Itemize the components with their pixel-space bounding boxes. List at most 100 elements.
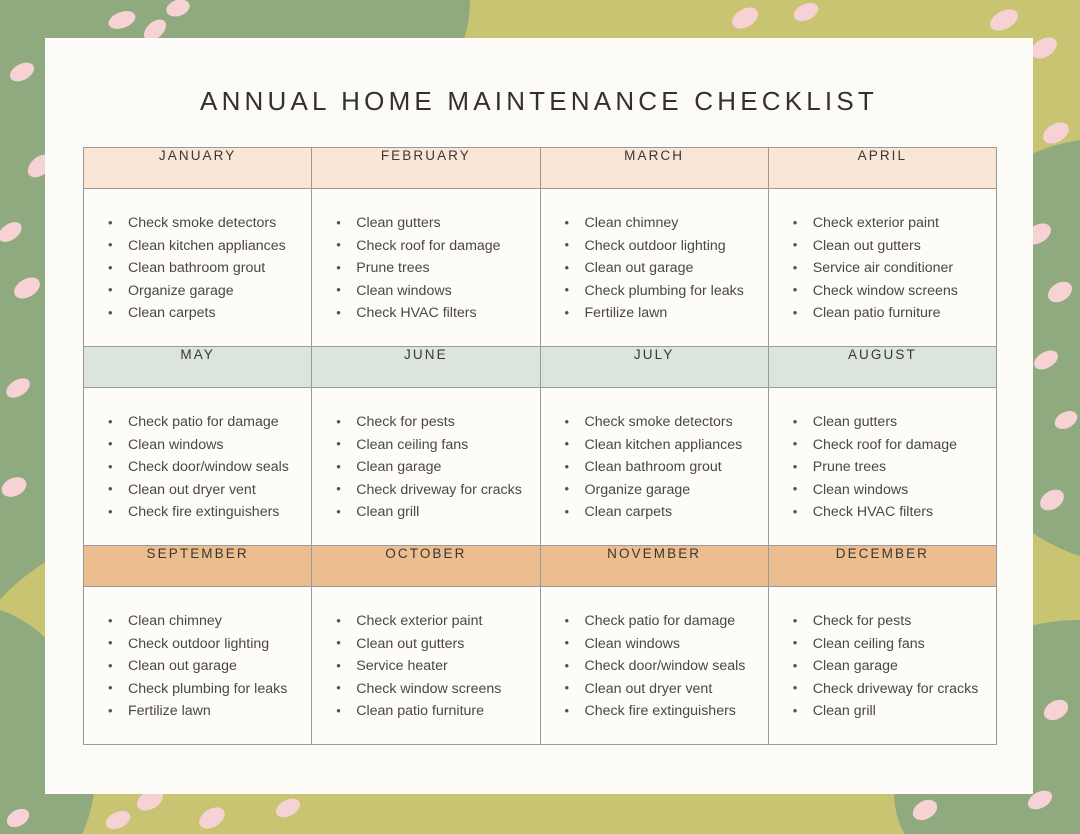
task-item[interactable]: Clean windows [334, 279, 529, 303]
task-item[interactable]: Clean gutters [791, 411, 986, 434]
task-item[interactable]: Clean out garage [106, 655, 301, 678]
task-item[interactable]: Clean kitchen appliances [106, 234, 301, 258]
task-item[interactable]: Check fire extinguishers [563, 700, 758, 723]
task-item[interactable]: Clean patio furniture [334, 700, 529, 723]
task-item[interactable]: Clean ceiling fans [334, 433, 529, 457]
month-header-july[interactable]: JULY [539, 346, 769, 388]
checklist-card: ANNUAL HOME MAINTENANCE CHECKLIST JANUAR… [45, 38, 1033, 794]
task-item[interactable]: Clean out gutters [334, 632, 529, 656]
task-item[interactable]: Check exterior paint [791, 212, 986, 235]
task-item[interactable]: Check smoke detectors [563, 411, 758, 434]
task-item[interactable]: Check for pests [334, 411, 529, 434]
task-item[interactable]: Check plumbing for leaks [106, 677, 301, 701]
month-header-november[interactable]: NOVEMBER [539, 545, 769, 587]
task-item[interactable]: Clean windows [791, 478, 986, 502]
month-tasks-row: Check smoke detectorsClean kitchen appli… [82, 188, 998, 347]
task-item[interactable]: Clean grill [791, 700, 986, 723]
task-item[interactable]: Clean garage [791, 655, 986, 678]
task-item[interactable]: Check door/window seals [106, 456, 301, 479]
task-list: Clean gutters Check roof for damagePrune… [791, 411, 986, 524]
month-tasks-row: Clean chimney Check outdoor lightingClea… [82, 586, 998, 745]
task-item[interactable]: Clean gutters [334, 212, 529, 235]
task-item[interactable]: Clean out dryer vent [106, 478, 301, 502]
month-header-row: MAY JUNE JULY AUGUST [82, 346, 998, 388]
task-item[interactable]: Clean bathroom grout [106, 257, 301, 280]
task-item[interactable]: Fertilize lawn [563, 302, 758, 325]
task-item[interactable]: Fertilize lawn [106, 700, 301, 723]
task-list: Check smoke detectorsClean kitchen appli… [106, 212, 301, 325]
task-item[interactable]: Check exterior paint [334, 610, 529, 633]
task-cell-march: Clean chimneyCheck outdoor lightingClean… [539, 188, 769, 347]
month-header-september[interactable]: SEPTEMBER [82, 545, 313, 587]
task-item[interactable]: Clean windows [563, 632, 758, 656]
task-item[interactable]: Prune trees [334, 257, 529, 280]
task-item[interactable]: Service heater [334, 655, 529, 678]
month-header-august[interactable]: AUGUST [767, 346, 998, 388]
task-item[interactable]: Check plumbing for leaks [563, 279, 758, 303]
task-cell-december: Check for pests Clean ceiling fansClean … [767, 586, 998, 745]
task-item[interactable]: Prune trees [791, 456, 986, 479]
task-item[interactable]: Clean patio furniture [791, 302, 986, 325]
task-item[interactable]: Check driveway for cracks [791, 677, 986, 701]
month-header-october[interactable]: OCTOBER [311, 545, 541, 587]
task-list: Check exterior paint Clean out guttersSe… [791, 212, 986, 325]
task-item[interactable]: Clean kitchen appliances [563, 433, 758, 457]
month-header-may[interactable]: MAY [82, 346, 313, 388]
task-item[interactable]: Check driveway for cracks [334, 478, 529, 502]
task-item[interactable]: Clean ceiling fans [791, 632, 986, 656]
task-item[interactable]: Clean garage [334, 456, 529, 479]
task-list: Clean chimney Check outdoor lightingClea… [106, 610, 301, 723]
task-cell-august: Clean gutters Check roof for damagePrune… [767, 387, 998, 546]
month-header-row: SEPTEMBER OCTOBER NOVEMBER DECEMBER [82, 545, 998, 587]
task-cell-september: Clean chimney Check outdoor lightingClea… [82, 586, 313, 745]
task-item[interactable]: Clean bathroom grout [563, 456, 758, 479]
task-cell-february: Clean guttersCheck roof for damagePrune … [311, 188, 541, 347]
task-item[interactable]: Check HVAC filters [791, 501, 986, 524]
task-item[interactable]: Check window screens [791, 279, 986, 303]
task-item[interactable]: Clean carpets [106, 302, 301, 325]
task-item[interactable]: Clean windows [106, 433, 301, 457]
month-header-june[interactable]: JUNE [311, 346, 541, 388]
task-item[interactable]: Check smoke detectors [106, 212, 301, 235]
task-item[interactable]: Organize garage [563, 478, 758, 502]
task-cell-january: Check smoke detectorsClean kitchen appli… [82, 188, 313, 347]
task-cell-october: Check exterior paint Clean out guttersSe… [311, 586, 541, 745]
task-item[interactable]: Check fire extinguishers [106, 501, 301, 524]
task-item[interactable]: Organize garage [106, 279, 301, 303]
task-item[interactable]: Check door/window seals [563, 655, 758, 678]
task-item[interactable]: Clean chimney [106, 610, 301, 633]
month-header-january[interactable]: JANUARY [82, 147, 313, 189]
task-cell-may: Check patio for damage Clean windowsChec… [82, 387, 313, 546]
month-header-april[interactable]: APRIL [767, 147, 998, 189]
task-item[interactable]: Clean grill [334, 501, 529, 524]
task-item[interactable]: Clean chimney [563, 212, 758, 235]
page-title: ANNUAL HOME MAINTENANCE CHECKLIST [200, 86, 878, 116]
task-item[interactable]: Clean out dryer vent [563, 677, 758, 701]
task-item[interactable]: Check roof for damage [791, 433, 986, 457]
task-item[interactable]: Check outdoor lighting [563, 234, 758, 258]
task-cell-april: Check exterior paint Clean out guttersSe… [767, 188, 998, 347]
task-item[interactable]: Check window screens [334, 677, 529, 701]
task-item[interactable]: Clean out gutters [791, 234, 986, 258]
task-item[interactable]: Service air conditioner [791, 257, 986, 280]
task-item[interactable]: Check HVAC filters [334, 302, 529, 325]
task-item[interactable]: Check patio for damage [563, 610, 758, 633]
task-list: Check patio for damage Clean windowsChec… [106, 411, 301, 524]
task-item[interactable]: Check outdoor lighting [106, 632, 301, 656]
task-list: Check patio for damage Clean windowsChec… [563, 610, 758, 723]
task-item[interactable]: Check patio for damage [106, 411, 301, 434]
month-header-february[interactable]: FEBRUARY [311, 147, 541, 189]
task-list: Check smoke detectors Clean kitchen appl… [563, 411, 758, 524]
month-tasks-row: Check patio for damage Clean windowsChec… [82, 387, 998, 546]
task-list: Check exterior paint Clean out guttersSe… [334, 610, 529, 723]
month-header-march[interactable]: MARCH [539, 147, 769, 189]
task-item[interactable]: Check for pests [791, 610, 986, 633]
task-item[interactable]: Clean out garage [563, 257, 758, 280]
month-header-december[interactable]: DECEMBER [767, 545, 998, 587]
month-header-row: JANUARY FEBRUARY MARCH APRIL [82, 147, 998, 189]
task-cell-november: Check patio for damage Clean windowsChec… [539, 586, 769, 745]
task-item[interactable]: Clean carpets [563, 501, 758, 524]
task-item[interactable]: Check roof for damage [334, 234, 529, 258]
task-cell-june: Check for pests Clean ceiling fansClean … [311, 387, 541, 546]
